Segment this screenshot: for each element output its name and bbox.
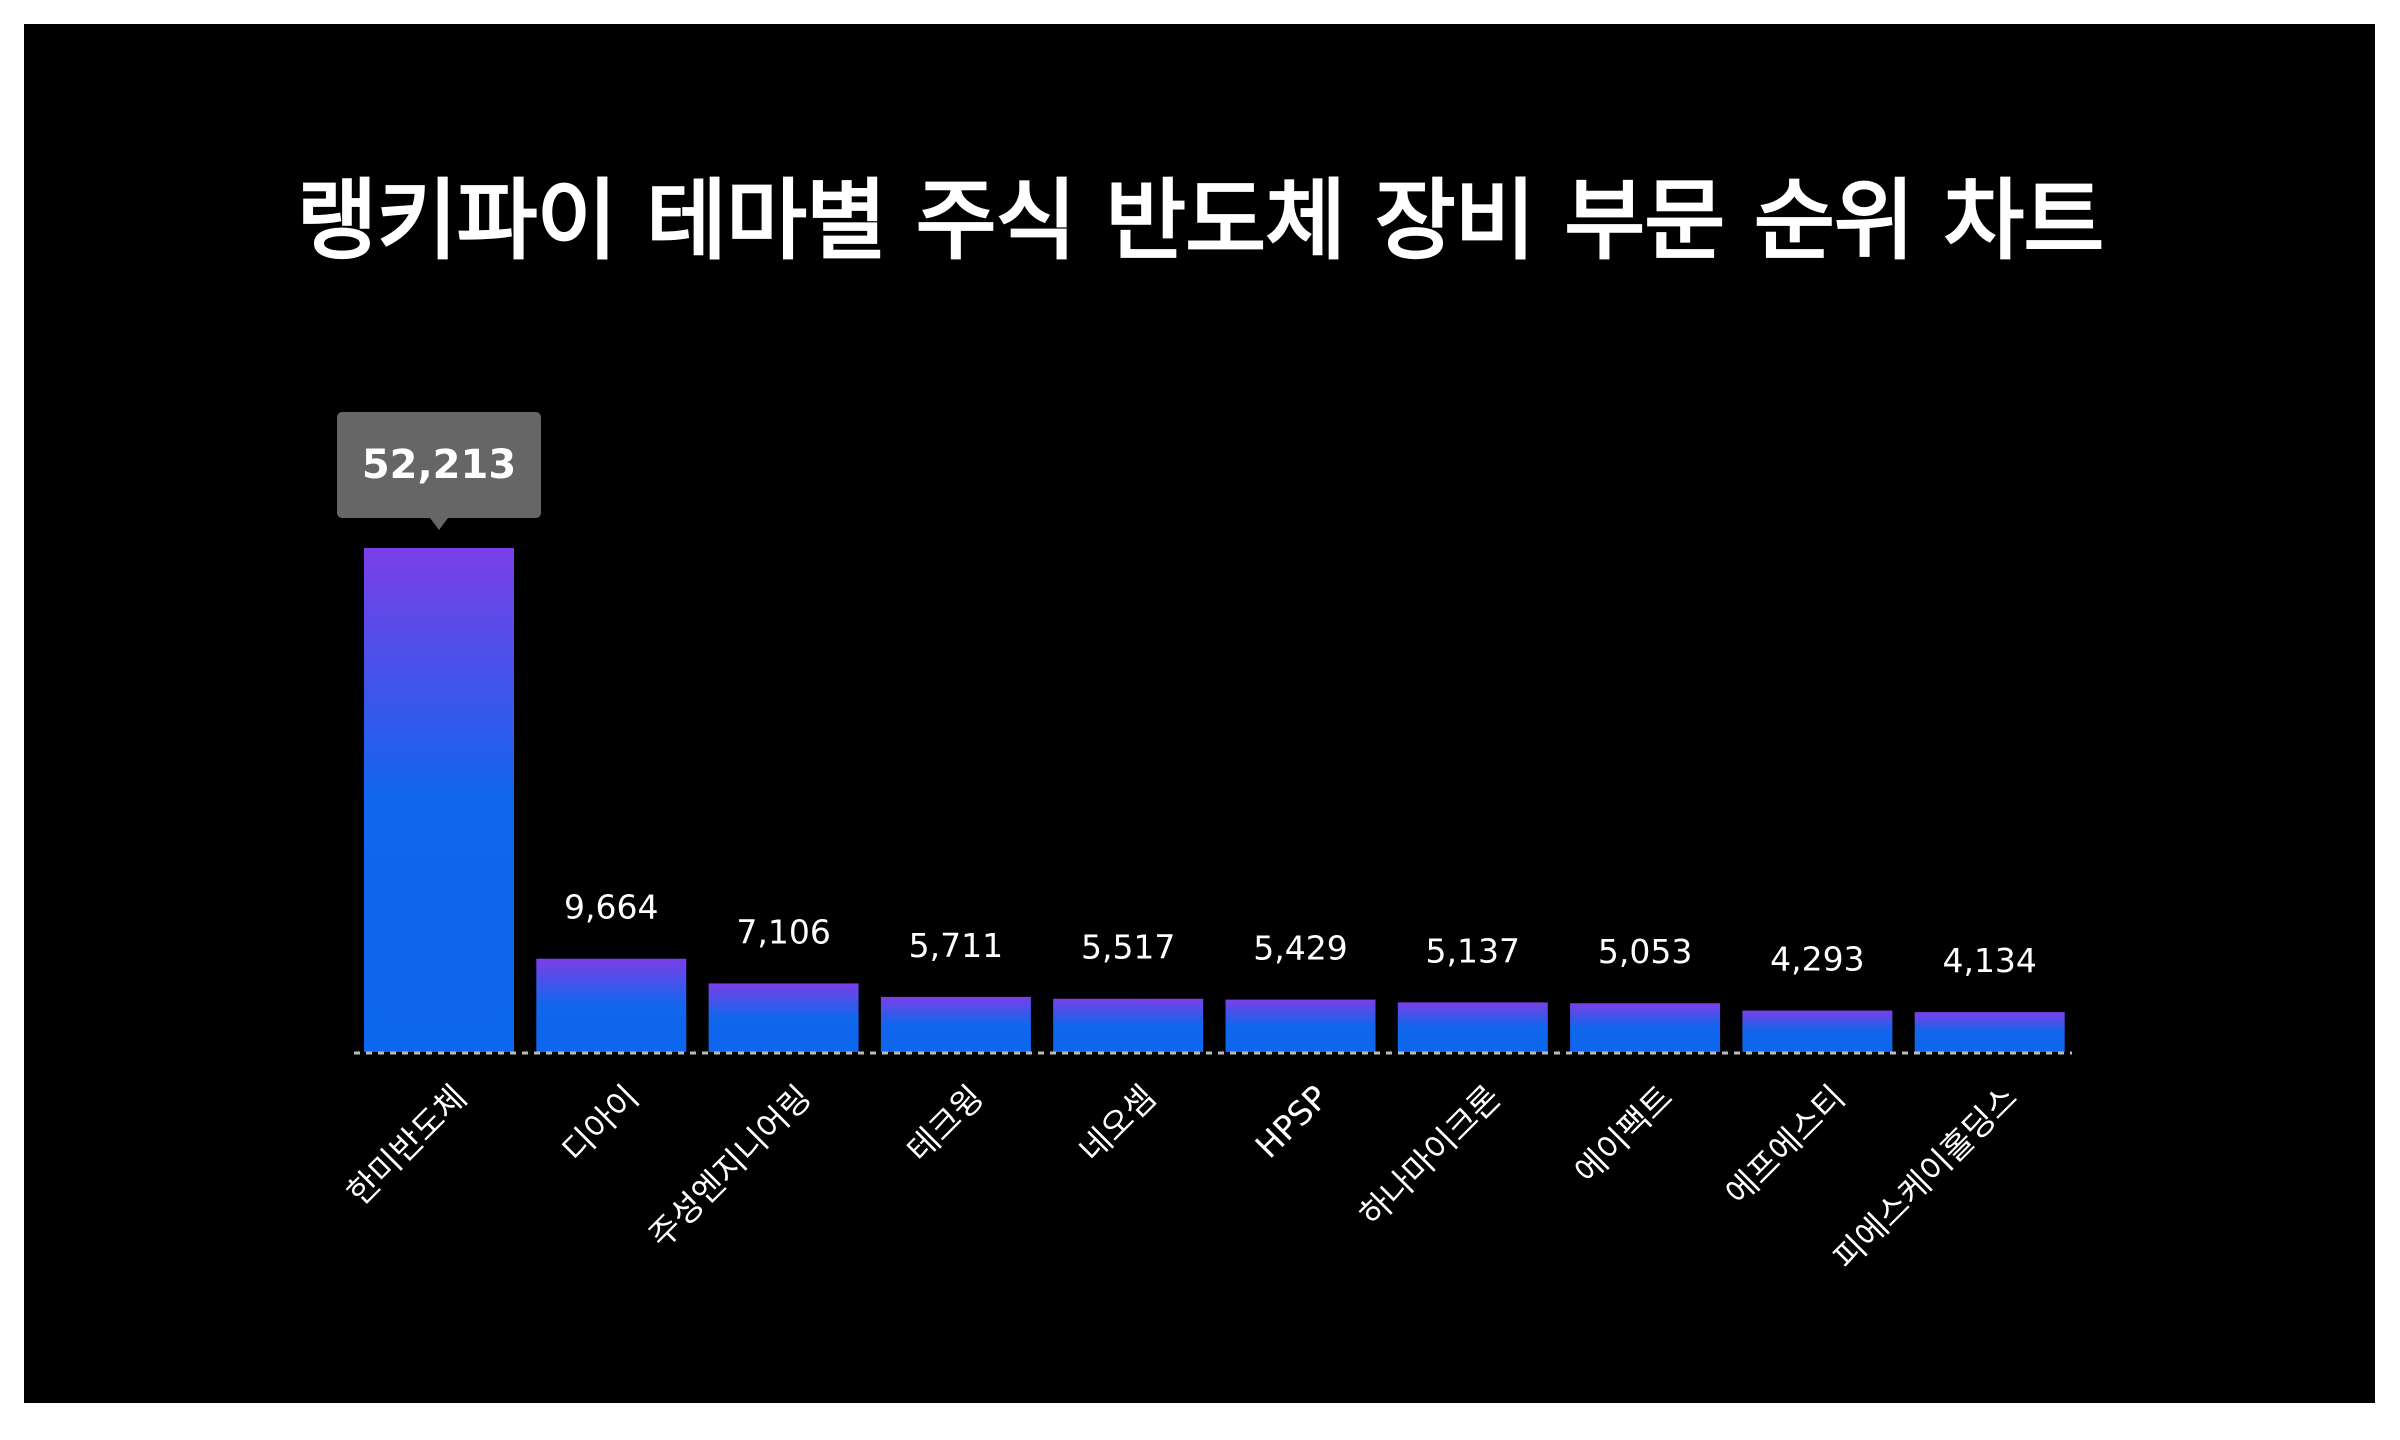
bar xyxy=(1570,1003,1721,1052)
data-label: 5,053 xyxy=(1598,932,1692,971)
x-tick-label: HPSP xyxy=(1248,1078,1336,1166)
bar xyxy=(1742,1010,1893,1052)
value-tooltip xyxy=(337,412,541,518)
bar xyxy=(708,983,859,1052)
x-tick-label: 테크윙 xyxy=(899,1078,991,1170)
x-tick-label: 에프에스티 xyxy=(1718,1078,1853,1213)
data-label: 5,711 xyxy=(909,926,1003,965)
bar xyxy=(1397,1002,1548,1052)
x-tick-label: 하나마이크론 xyxy=(1352,1078,1508,1234)
chart-title: 랭키파이 테마별 주식 반도체 장비 부문 순위 차트 xyxy=(296,169,2105,272)
bar xyxy=(536,958,687,1052)
data-label: 7,106 xyxy=(736,912,830,951)
x-tick-label: 에이팩트 xyxy=(1567,1078,1680,1191)
bar xyxy=(1914,1012,2065,1052)
x-tick-label: 네오셈 xyxy=(1071,1078,1163,1170)
data-label: 52,213 xyxy=(362,442,516,488)
x-tick-label: 디아이 xyxy=(555,1078,647,1170)
x-tick-label: 피에스케이홀딩스 xyxy=(1826,1078,2025,1277)
tooltip-pointer xyxy=(430,518,448,530)
x-tick-label: 한미반도체 xyxy=(339,1078,474,1213)
data-label: 5,429 xyxy=(1253,929,1347,968)
bar xyxy=(1053,998,1204,1052)
data-label: 5,137 xyxy=(1426,931,1520,970)
data-label: 4,293 xyxy=(1770,940,1864,979)
data-label: 5,517 xyxy=(1081,928,1175,967)
bar xyxy=(1225,999,1376,1052)
bar xyxy=(364,548,514,1052)
data-label: 9,664 xyxy=(564,888,658,927)
x-tick-label: 주성엔지니어링 xyxy=(641,1078,819,1256)
bar xyxy=(880,996,1031,1052)
data-label: 4,134 xyxy=(1942,941,2036,980)
